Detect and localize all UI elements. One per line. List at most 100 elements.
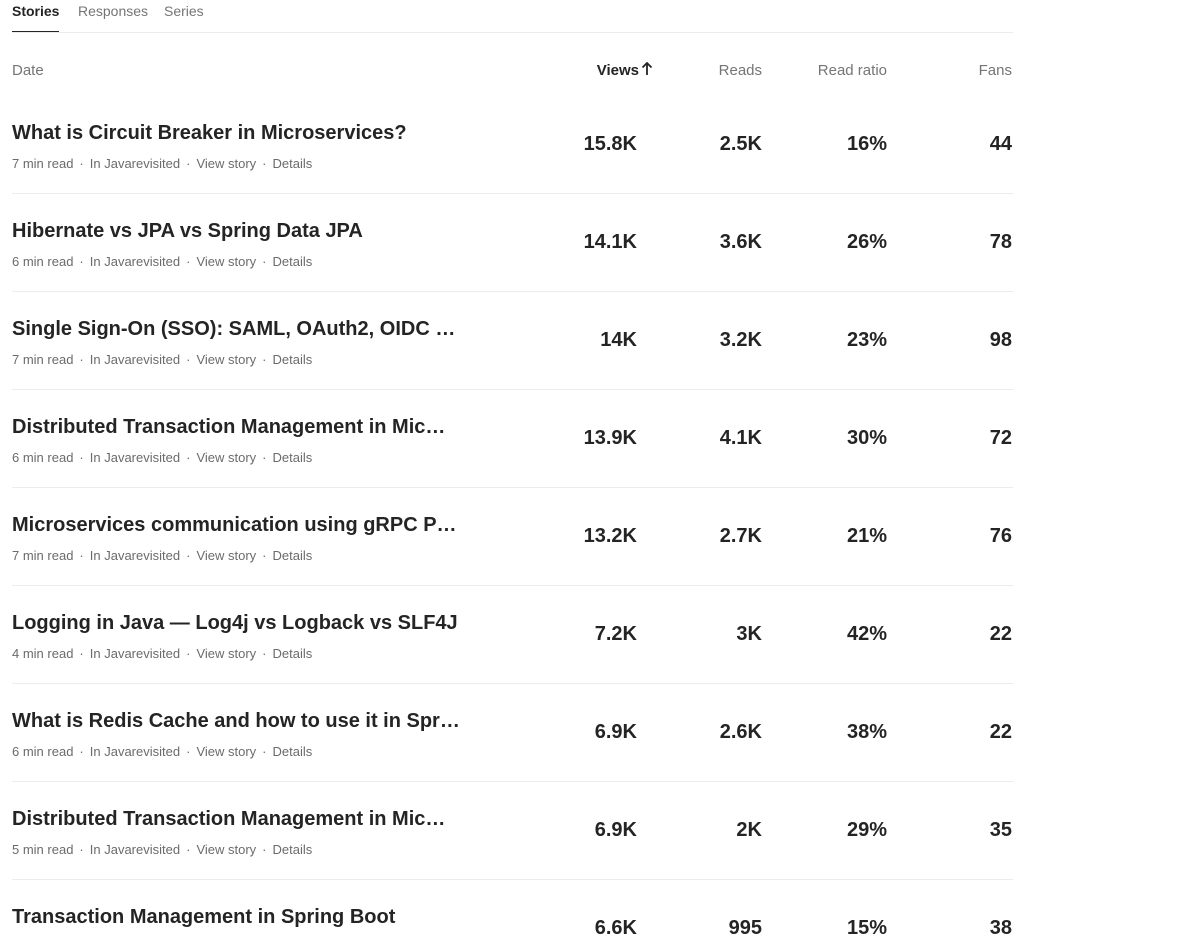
story-title[interactable]: Single Sign-On (SSO): SAML, OAuth2, OIDC… bbox=[12, 318, 456, 340]
publication-link[interactable]: In Javarevisited bbox=[89, 450, 181, 465]
publication-link[interactable]: In Javarevisited bbox=[89, 646, 181, 661]
separator-dot: · bbox=[262, 744, 267, 759]
view-story-link[interactable]: View story bbox=[196, 156, 257, 171]
table-row: Distributed Transaction Management in Mi… bbox=[12, 782, 1013, 880]
separator-dot: · bbox=[186, 352, 191, 367]
story-title[interactable]: What is Circuit Breaker in Microservices… bbox=[12, 122, 407, 144]
views-value: 13.9K bbox=[583, 427, 637, 449]
read-time: 6 min read bbox=[12, 744, 74, 759]
separator-dot: · bbox=[262, 646, 267, 661]
tab-responses[interactable]: Responses bbox=[78, 3, 149, 19]
view-story-link[interactable]: View story bbox=[196, 842, 257, 857]
details-link[interactable]: Details bbox=[272, 352, 313, 367]
publication-link[interactable]: In Javarevisited bbox=[89, 156, 181, 171]
fans-value: 22 bbox=[989, 623, 1012, 645]
views-value: 7.2K bbox=[594, 623, 637, 645]
table-row: Logging in Java — Log4j vs Logback vs SL… bbox=[12, 586, 1013, 684]
column-header-read-ratio[interactable]: Read ratio bbox=[817, 62, 887, 79]
separator-dot: · bbox=[186, 548, 191, 563]
views-value: 14K bbox=[600, 329, 637, 351]
views-value: 14.1K bbox=[583, 231, 637, 253]
read-ratio-value: 21% bbox=[846, 525, 887, 547]
separator-dot: · bbox=[186, 254, 191, 269]
separator-dot: · bbox=[186, 842, 191, 857]
column-header-fans[interactable]: Fans bbox=[978, 62, 1012, 79]
story-title[interactable]: Microservices communication using gRPC P… bbox=[12, 514, 457, 536]
details-link[interactable]: Details bbox=[272, 842, 313, 857]
read-time: 7 min read bbox=[12, 352, 74, 367]
fans-value: 38 bbox=[989, 917, 1012, 934]
details-link[interactable]: Details bbox=[272, 744, 313, 759]
reads-value: 2.5K bbox=[719, 133, 762, 155]
tab-series[interactable]: Series bbox=[164, 3, 204, 19]
story-meta: 6 min read · In Javarevisited · View story · D… bbox=[12, 253, 312, 270]
column-header-reads[interactable]: Reads bbox=[718, 62, 762, 79]
details-link[interactable]: Details bbox=[272, 254, 313, 269]
arrow-up-icon bbox=[641, 62, 653, 75]
fans-value: 44 bbox=[989, 133, 1012, 155]
table-row: Hibernate vs JPA vs Spring Data JPA 6 min… bbox=[12, 194, 1013, 292]
reads-value: 3.6K bbox=[719, 231, 762, 253]
view-story-link[interactable]: View story bbox=[196, 254, 257, 269]
story-meta: 4 min read · In Javarevisited · View story · D… bbox=[12, 645, 312, 662]
story-meta: 7 min read · In Javarevisited · View story · D… bbox=[12, 351, 312, 368]
story-title[interactable]: What is Redis Cache and how to use it in… bbox=[12, 710, 460, 732]
view-story-link[interactable]: View story bbox=[196, 744, 257, 759]
separator-dot: · bbox=[79, 352, 84, 367]
story-title[interactable]: Distributed Transaction Management in Mi… bbox=[12, 808, 446, 830]
publication-link[interactable]: In Javarevisited bbox=[89, 352, 181, 367]
views-value: 6.9K bbox=[594, 819, 637, 841]
separator-dot: · bbox=[79, 842, 84, 857]
table-row: What is Circuit Breaker in Microservices… bbox=[12, 96, 1013, 194]
publication-link[interactable]: In Javarevisited bbox=[89, 254, 181, 269]
story-title[interactable]: Hibernate vs JPA vs Spring Data JPA bbox=[12, 220, 363, 242]
separator-dot: · bbox=[262, 156, 267, 171]
story-title[interactable]: Logging in Java — Log4j vs Logback vs SL… bbox=[12, 612, 458, 634]
views-value: 13.2K bbox=[583, 525, 637, 547]
details-link[interactable]: Details bbox=[272, 548, 313, 563]
story-title[interactable]: Transaction Management in Spring Boot bbox=[12, 906, 396, 928]
separator-dot: · bbox=[262, 254, 267, 269]
separator-dot: · bbox=[186, 646, 191, 661]
publication-link[interactable]: In Javarevisited bbox=[89, 842, 181, 857]
read-time: 7 min read bbox=[12, 548, 74, 563]
table-row: Microservices communication using gRPC P… bbox=[12, 488, 1013, 586]
reads-value: 4.1K bbox=[719, 427, 762, 449]
column-header-date: Date bbox=[12, 62, 44, 79]
table-row: Distributed Transaction Management in Mi… bbox=[12, 390, 1013, 488]
read-time: 7 min read bbox=[12, 156, 74, 171]
view-story-link[interactable]: View story bbox=[196, 352, 257, 367]
story-meta: 7 min read · In Javarevisited · View story · D… bbox=[12, 155, 312, 172]
story-meta: 6 min read · In Javarevisited · View story · D… bbox=[12, 743, 312, 760]
story-meta: 6 min read · In Javarevisited · View story · D… bbox=[12, 449, 312, 466]
table-header: Date Views Reads Read ratio Fans bbox=[12, 60, 1013, 82]
read-time: 4 min read bbox=[12, 646, 74, 661]
details-link[interactable]: Details bbox=[272, 450, 313, 465]
publication-link[interactable]: In Javarevisited bbox=[89, 744, 181, 759]
separator-dot: · bbox=[79, 450, 84, 465]
separator-dot: · bbox=[79, 646, 84, 661]
read-ratio-value: 29% bbox=[846, 819, 887, 841]
read-ratio-value: 16% bbox=[846, 133, 887, 155]
view-story-link[interactable]: View story bbox=[196, 548, 257, 563]
read-ratio-value: 15% bbox=[846, 917, 887, 934]
stats-tabs: Stories Responses Series bbox=[12, 0, 1013, 33]
publication-link[interactable]: In Javarevisited bbox=[89, 548, 181, 563]
reads-value: 2K bbox=[736, 819, 762, 841]
details-link[interactable]: Details bbox=[272, 646, 313, 661]
details-link[interactable]: Details bbox=[272, 156, 313, 171]
separator-dot: · bbox=[186, 450, 191, 465]
column-header-views[interactable]: Views bbox=[597, 60, 653, 82]
fans-value: 98 bbox=[989, 329, 1012, 351]
read-time: 5 min read bbox=[12, 842, 74, 857]
story-meta: 5 min read · In Javarevisited · View story · D… bbox=[12, 841, 312, 858]
read-ratio-value: 42% bbox=[846, 623, 887, 645]
tab-stories[interactable]: Stories bbox=[12, 2, 60, 32]
fans-value: 22 bbox=[989, 721, 1012, 743]
view-story-link[interactable]: View story bbox=[196, 450, 257, 465]
story-meta: 7 min read · In Javarevisited · View story · D… bbox=[12, 547, 312, 564]
story-title[interactable]: Distributed Transaction Management in Mi… bbox=[12, 416, 446, 438]
view-story-link[interactable]: View story bbox=[196, 646, 257, 661]
separator-dot: · bbox=[186, 744, 191, 759]
